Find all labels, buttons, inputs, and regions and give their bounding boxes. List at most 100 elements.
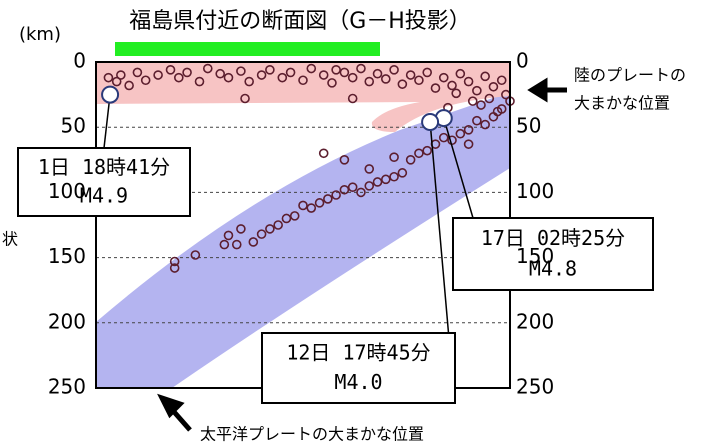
point — [194, 76, 205, 87]
highlight-bar — [115, 42, 380, 56]
point — [438, 132, 449, 143]
point — [484, 93, 495, 104]
point — [347, 182, 358, 192]
point — [327, 78, 337, 88]
point — [496, 104, 507, 114]
point — [414, 75, 424, 86]
point — [389, 65, 399, 75]
point — [339, 155, 350, 165]
callout-box — [17, 147, 191, 217]
point — [314, 198, 325, 208]
point — [215, 68, 225, 79]
y-tick-label: 150 — [48, 244, 86, 268]
point — [256, 70, 267, 80]
point — [472, 115, 482, 126]
point — [277, 72, 288, 83]
point — [169, 263, 180, 273]
point — [190, 250, 201, 260]
point — [397, 168, 408, 178]
y2-tick-label: 100 — [516, 179, 554, 203]
point — [298, 75, 308, 86]
point — [153, 70, 163, 80]
event-date: 12日 17時45分 — [286, 341, 430, 365]
point — [480, 119, 490, 130]
point — [422, 145, 433, 156]
event-magnitude: M4.0 — [334, 370, 382, 394]
y2-tick-label: 50 — [516, 114, 541, 138]
chart-title: 福島県付近の断面図（G－H投影） — [129, 9, 471, 34]
point — [380, 174, 391, 185]
y-tick-label: 200 — [48, 309, 86, 333]
point — [467, 96, 478, 106]
point — [405, 70, 416, 80]
pacific-plate-region — [96, 92, 510, 388]
y2-tick-label: 200 — [516, 309, 554, 333]
point — [405, 155, 416, 165]
point — [281, 213, 292, 224]
point — [430, 83, 441, 93]
point — [389, 152, 399, 162]
point — [111, 76, 122, 87]
point — [339, 67, 350, 78]
point — [356, 63, 366, 74]
point — [372, 177, 383, 187]
point — [438, 72, 449, 83]
callout-line — [443, 117, 474, 219]
point — [169, 256, 180, 267]
point — [265, 224, 275, 234]
point — [463, 125, 474, 135]
point — [488, 111, 499, 122]
y2-tick-label: 250 — [516, 375, 554, 399]
point — [182, 67, 192, 78]
point — [318, 148, 329, 159]
point — [298, 200, 308, 211]
callout-box — [452, 217, 654, 291]
point — [463, 76, 474, 87]
point — [472, 85, 482, 96]
point — [103, 72, 114, 83]
point — [455, 68, 466, 79]
event-date: 17日 02時25分 — [481, 226, 625, 250]
side-label: 状 — [2, 230, 18, 249]
point — [323, 194, 333, 204]
point — [236, 66, 246, 76]
point — [364, 164, 375, 174]
point — [488, 81, 499, 92]
point — [331, 190, 341, 200]
callout-box — [261, 332, 456, 404]
point — [372, 68, 383, 79]
y-unit: (km) — [19, 24, 61, 45]
event-point — [101, 85, 120, 104]
event-magnitude: M4.8 — [529, 256, 577, 280]
point — [244, 76, 254, 87]
point — [451, 88, 461, 99]
point — [219, 239, 230, 250]
point — [306, 63, 317, 74]
point — [124, 80, 134, 91]
land-plate-arrow — [527, 77, 567, 103]
land-plate-region — [96, 62, 510, 132]
point — [202, 63, 213, 74]
land-plate-label: 陸のプレートの — [574, 66, 686, 85]
point — [248, 237, 259, 247]
point — [140, 75, 151, 86]
y2-tick-label: 150 — [516, 244, 554, 268]
point — [356, 187, 366, 198]
point — [364, 181, 375, 191]
point — [463, 139, 474, 149]
event-date: 1日 18時41分 — [38, 155, 170, 179]
y-tick-label: 50 — [61, 114, 86, 138]
point — [116, 70, 126, 80]
point — [339, 184, 350, 195]
y-tick-label: 0 — [73, 49, 86, 73]
point — [447, 80, 457, 91]
point — [165, 65, 176, 75]
y2-tick-label: 0 — [516, 49, 529, 73]
point — [256, 229, 267, 239]
point — [174, 72, 184, 83]
event-magnitude: M4.9 — [80, 183, 128, 207]
point — [380, 74, 391, 84]
point — [347, 93, 358, 104]
event-point — [421, 112, 440, 131]
point — [364, 76, 375, 87]
